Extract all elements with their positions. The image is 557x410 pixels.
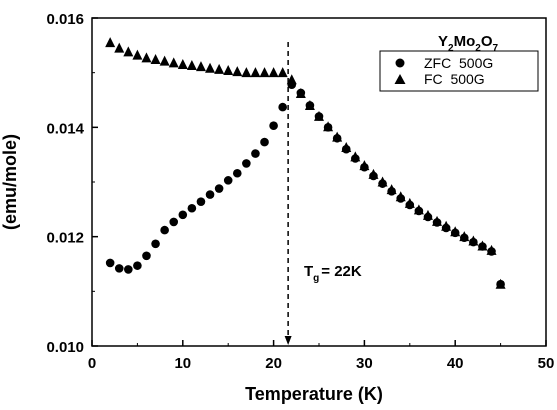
zfc-point	[133, 261, 142, 270]
zfc-point	[260, 137, 269, 147]
zfc-point	[105, 258, 115, 268]
zfc-point	[178, 210, 188, 220]
transition-marker	[284, 42, 292, 345]
fc-point	[486, 244, 497, 255]
fc-point	[277, 67, 288, 78]
zfc-point	[142, 251, 151, 261]
zfc-point	[223, 176, 233, 185]
tg-rest: = 22K	[321, 263, 362, 280]
y-tick-label: 0.014	[46, 120, 84, 137]
fc-point	[441, 220, 452, 231]
zfc-point	[187, 203, 197, 213]
zfc-point	[251, 149, 260, 158]
fc-point	[332, 131, 343, 142]
fc-point	[422, 209, 433, 220]
fc-point	[286, 74, 297, 85]
legend-box	[379, 50, 539, 92]
zfc-point	[151, 239, 160, 249]
fc-point	[114, 42, 125, 53]
fc-point	[123, 46, 134, 57]
tg-main: T	[304, 263, 313, 280]
fc-point	[250, 67, 261, 78]
fc-point	[432, 215, 443, 226]
compound-el-0: Y	[438, 33, 448, 50]
y-tick-label: 0.016	[46, 11, 84, 28]
fc-point	[386, 184, 397, 195]
fc-point	[223, 64, 234, 75]
compound-formula: Y2Mo2O7	[438, 33, 498, 54]
fc-point	[268, 67, 279, 78]
fc-point	[168, 57, 179, 68]
x-tick-label: 10	[174, 355, 191, 372]
x-tick-label: 50	[538, 355, 555, 372]
fc-point	[214, 63, 225, 74]
fc-point	[205, 62, 216, 73]
fc-point	[105, 37, 116, 48]
zfc-point	[124, 265, 133, 274]
data-marks	[105, 37, 506, 289]
fc-point	[295, 87, 306, 98]
fc-point	[450, 226, 461, 237]
fc-point	[304, 99, 315, 110]
fc-point	[377, 176, 388, 187]
legend-marker-fc	[394, 74, 406, 84]
compound-sub-2: 7	[492, 43, 498, 54]
fc-point	[413, 204, 424, 215]
fc-point	[159, 55, 170, 66]
zfc-point	[269, 121, 278, 130]
fc-point	[141, 52, 152, 63]
fc-point	[359, 160, 370, 171]
x-tick-label: 0	[88, 355, 96, 372]
axis-ticks: 0 10 20 30 40 50 0.010 0.012 0.014 0.016	[46, 11, 554, 372]
fc-point	[350, 151, 361, 162]
zfc-point	[196, 197, 206, 206]
legend-label-fc: FC 500G	[424, 71, 485, 87]
zfc-point	[214, 184, 224, 193]
fc-point	[150, 54, 161, 65]
fc-point	[477, 240, 488, 251]
fc-point	[259, 67, 270, 78]
x-tick-label: 30	[356, 355, 373, 372]
fc-point	[186, 60, 197, 71]
fc-point	[404, 197, 415, 208]
compound-el-2: O	[481, 33, 493, 50]
legend-label-zfc: ZFC 500G	[424, 55, 493, 71]
fc-point	[132, 49, 143, 60]
fc-point	[232, 66, 243, 77]
zfc-point	[242, 159, 251, 168]
compound-sub-0: 2	[448, 43, 454, 54]
x-tick-label: 40	[447, 355, 464, 372]
zfc-point	[114, 264, 124, 273]
fc-point	[314, 110, 324, 121]
compound-sub-1: 2	[475, 43, 481, 54]
y-tick-label: 0.010	[46, 339, 84, 356]
compound-el-1: Mo	[454, 33, 476, 50]
fc-point	[177, 58, 188, 69]
legend: ZFC 500G FC 500G	[379, 50, 539, 92]
fc-point	[323, 121, 334, 132]
fc-point	[195, 61, 206, 72]
zfc-point	[205, 190, 215, 199]
legend-marker-zfc	[395, 58, 405, 68]
zfc-point	[278, 102, 287, 112]
x-axis-title: Temperature (K)	[245, 384, 383, 404]
zfc-point	[232, 168, 242, 178]
x-tick-label: 20	[265, 355, 282, 372]
fc-point	[468, 235, 479, 246]
tg-annotation: Tg = 22K	[304, 263, 362, 284]
tg-arrowhead	[284, 336, 292, 345]
fc-point	[459, 231, 470, 242]
fc-point	[395, 191, 406, 202]
y-axis-title: (emu/mole)	[0, 134, 20, 230]
fc-point	[495, 278, 506, 289]
fc-point	[368, 168, 379, 179]
fc-point	[341, 142, 352, 153]
tg-sub: g	[313, 273, 319, 284]
y-tick-label: 0.012	[46, 230, 84, 247]
fc-point	[241, 67, 252, 78]
zfc-point	[169, 217, 179, 227]
zfc-point	[160, 225, 169, 235]
